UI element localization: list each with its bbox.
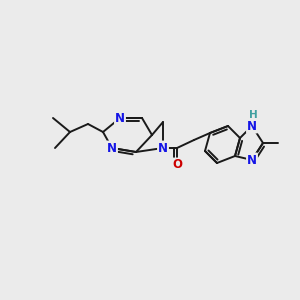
Text: N: N (115, 112, 125, 124)
Text: N: N (247, 154, 257, 166)
Text: N: N (158, 142, 168, 154)
Text: N: N (247, 119, 257, 133)
Text: H: H (249, 110, 257, 120)
Text: N: N (107, 142, 117, 154)
Text: O: O (172, 158, 182, 172)
